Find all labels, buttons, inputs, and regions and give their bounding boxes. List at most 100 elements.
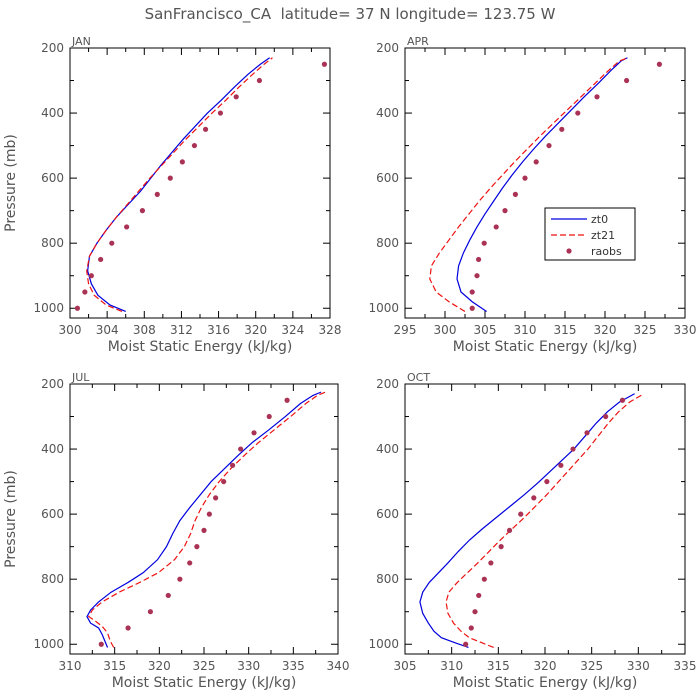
- raobs-point: [88, 273, 94, 279]
- y-tick-label: 800: [41, 236, 64, 250]
- raobs-point: [575, 110, 581, 116]
- x-tick-label: 310: [440, 659, 463, 673]
- y-tick-label: 600: [376, 171, 399, 185]
- raobs-point: [177, 576, 183, 582]
- zt21-line: [87, 391, 326, 648]
- raobs-point: [98, 256, 104, 263]
- x-tick-label: 325: [634, 323, 657, 337]
- raobs-point: [481, 240, 487, 246]
- x-tick-label: 325: [580, 659, 603, 673]
- raobs-point: [624, 77, 630, 84]
- raobs-point: [124, 224, 130, 230]
- raobs-point: [221, 478, 227, 485]
- x-tick-label: 320: [148, 659, 171, 673]
- raobs-point: [201, 527, 207, 533]
- x-tick-label: 305: [474, 323, 497, 337]
- panel-oct: OCT 305 310 315 320 325 330 335 200 400 600 800 1000…: [368, 371, 696, 691]
- x-axis-label: Moist Static Energy (kJ/kg): [453, 339, 638, 355]
- x-tick-label: 330: [674, 323, 697, 337]
- legend-label-zt0: zt0: [591, 213, 608, 226]
- raobs-point: [139, 208, 146, 214]
- panel-apr: APR 295 300 305 310 315 320 325 330 200 400 600 800 1…: [368, 35, 696, 355]
- raobs-point: [476, 256, 482, 263]
- raobs-point: [266, 413, 272, 420]
- raobs-point: [74, 305, 81, 311]
- raobs-point: [481, 576, 487, 582]
- zt0-line: [86, 391, 322, 648]
- x-tick-label: 335: [282, 659, 305, 673]
- panel-jul: JUL 310 315 320 325 330 335 340 200 400 600 800 1000…: [3, 371, 349, 691]
- y-tick-label: 1000: [368, 301, 399, 315]
- zt0-line: [456, 57, 628, 312]
- x-tick-label: 324: [281, 323, 304, 337]
- raobs-point: [619, 397, 626, 403]
- y-axis-label: Pressure (mb): [3, 470, 19, 568]
- y-tick-label: 400: [376, 106, 399, 120]
- x-axis-label: Moist Static Energy (kJ/kg): [108, 339, 293, 355]
- raobs-point: [229, 462, 236, 468]
- raobs-point: [125, 625, 131, 631]
- y-tick-label: 1000: [33, 637, 64, 651]
- x-tick-label: 325: [193, 659, 216, 673]
- legend-marker-raobs: [566, 248, 572, 254]
- raobs-point: [206, 511, 212, 517]
- raobs-point: [518, 511, 524, 517]
- panel-label: OCT: [407, 371, 430, 384]
- raobs-point: [191, 142, 198, 149]
- zt21-line: [86, 57, 273, 313]
- x-tick-label: 315: [103, 659, 126, 673]
- raobs-point: [238, 446, 244, 452]
- raobs-point: [167, 175, 173, 181]
- y-tick-label: 800: [376, 236, 399, 250]
- raobs-point: [558, 462, 564, 468]
- x-tick-label: 310: [514, 323, 537, 337]
- x-tick-label: 308: [133, 323, 156, 337]
- x-tick-label: 316: [207, 323, 230, 337]
- y-tick-label: 600: [41, 171, 64, 185]
- raobs-point: [559, 126, 565, 132]
- panel-label: APR: [407, 35, 429, 48]
- x-tick-label: 335: [674, 659, 697, 673]
- x-tick-label: 330: [627, 659, 650, 673]
- y-tick-label: 400: [41, 442, 64, 456]
- x-tick-label: 328: [319, 323, 342, 337]
- raobs-point: [469, 305, 475, 311]
- raobs-point: [472, 609, 478, 615]
- raobs-point: [468, 625, 474, 631]
- raobs-point: [498, 544, 504, 550]
- panel-jan: JAN 300 304 308 312 316 320 324 328 200 400 600 800 1…: [3, 35, 341, 355]
- raobs-point: [463, 641, 469, 647]
- raobs-point: [165, 592, 171, 599]
- y-tick-label: 200: [376, 377, 399, 391]
- legend-label-raobs: raobs: [591, 245, 622, 258]
- y-tick-label: 400: [376, 442, 399, 456]
- raobs-point: [109, 240, 115, 246]
- raobs-point: [251, 430, 257, 436]
- x-tick-label: 310: [59, 659, 82, 673]
- raobs-point: [594, 94, 600, 100]
- raobs-point: [493, 224, 499, 230]
- x-tick-label: 312: [170, 323, 193, 337]
- x-tick-label: 300: [434, 323, 457, 337]
- x-tick-label: 320: [244, 323, 267, 337]
- y-tick-label: 600: [376, 507, 399, 521]
- raobs-point: [522, 175, 528, 181]
- raobs-point: [502, 208, 508, 214]
- y-tick-label: 200: [41, 41, 64, 55]
- raobs-point: [512, 191, 519, 197]
- raobs-point: [233, 94, 239, 100]
- x-tick-label: 330: [237, 659, 260, 673]
- raobs-point: [179, 159, 185, 165]
- raobs-point: [474, 273, 480, 279]
- raobs-point: [476, 592, 482, 599]
- raobs-point: [154, 191, 160, 197]
- x-tick-label: 305: [394, 659, 417, 673]
- y-tick-label: 800: [376, 572, 399, 586]
- raobs-point: [531, 495, 537, 501]
- raobs-point: [147, 609, 153, 615]
- raobs-point: [217, 110, 224, 116]
- legend: zt0 zt21 raobs: [544, 207, 636, 261]
- y-tick-label: 600: [41, 507, 64, 521]
- zt21-line: [429, 57, 629, 313]
